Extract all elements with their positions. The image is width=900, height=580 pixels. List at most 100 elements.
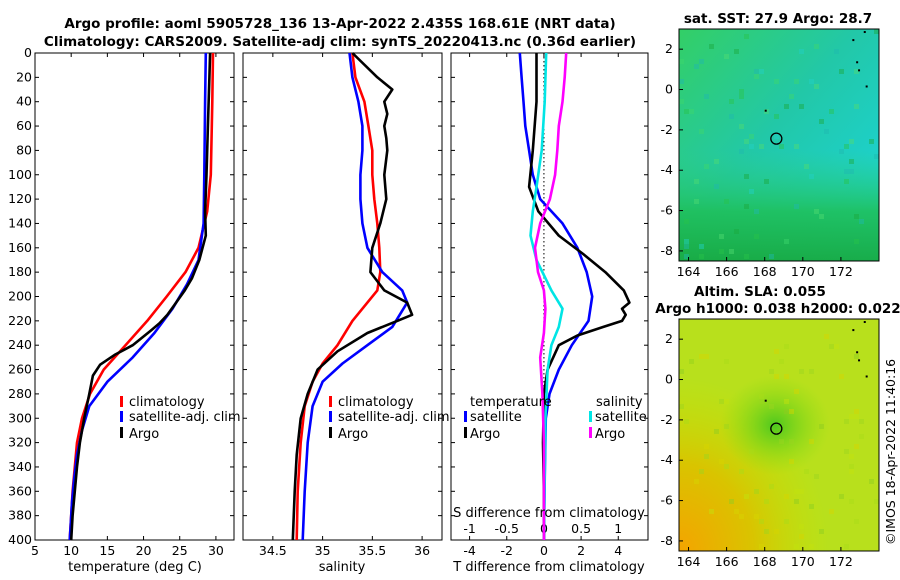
series-line-s-satellite	[529, 52, 564, 541]
map-cell	[749, 449, 754, 454]
legend-label-argo: Argo	[338, 427, 368, 442]
y-tick-label: 0	[24, 45, 32, 60]
difference-axes-box	[450, 52, 649, 541]
map-cell	[799, 489, 804, 494]
series-line-s-argo	[533, 52, 568, 540]
y-tick-label: 280	[8, 386, 32, 401]
map-cell	[769, 484, 774, 489]
x-tick-label: 168	[753, 264, 777, 279]
map-cell	[849, 464, 854, 469]
y-tick-label: 160	[8, 240, 32, 255]
sst-map-panel: sat. SST: 27.9 Argo: 28.7 164 166 168 170 17…	[661, 11, 880, 279]
map-cell	[854, 519, 859, 524]
map-cell	[824, 334, 829, 339]
x2-tick-label: 1	[614, 521, 622, 536]
x-tick-label: 170	[791, 264, 815, 279]
sst-map-title: sat. SST: 27.9 Argo: 28.7	[684, 11, 872, 27]
legend-swatch-satellite	[329, 411, 332, 422]
x-tick-label: -2	[501, 543, 513, 558]
map-cell	[844, 144, 849, 149]
series-line-satellite-adj-clim	[301, 52, 409, 541]
salinity-legend: climatology satellite-adj. clim Argo	[329, 395, 450, 442]
map-cell	[854, 444, 859, 449]
map-cell	[799, 49, 804, 54]
map-cell	[749, 134, 754, 139]
legend-swatch-climatology	[329, 396, 332, 407]
map-cell	[739, 94, 744, 99]
x-tick-label: 20	[136, 543, 152, 558]
x-tick-label: 166	[715, 554, 739, 569]
map-cell	[679, 99, 684, 104]
map-cell	[819, 214, 824, 219]
map-cell	[724, 399, 729, 404]
map-cell	[874, 499, 879, 504]
map-cell	[839, 149, 844, 154]
map-cell	[854, 239, 859, 244]
map-cell	[724, 359, 729, 364]
temperature-axes-box	[34, 52, 235, 541]
x-tick-label: 15	[99, 543, 115, 558]
legend-swatch-climatology	[120, 396, 123, 407]
sla-map-title: Altim. SLA: 0.055	[694, 284, 826, 300]
x2-tick-label: -1	[463, 521, 475, 536]
map-cell	[754, 514, 759, 519]
legend-swatch-t-argo	[464, 427, 467, 438]
map-cell	[694, 199, 699, 204]
legend-swatch-argo	[120, 427, 123, 438]
map-cell	[754, 489, 759, 494]
x-tick-label: 10	[63, 543, 79, 558]
map-cell	[714, 159, 719, 164]
map-cell	[729, 249, 734, 254]
x-tick-label: 164	[677, 264, 701, 279]
map-cell	[819, 529, 824, 534]
map-cell	[854, 104, 859, 109]
map-cell	[699, 129, 704, 134]
figure-subtitle: Climatology: CARS2009. Satellite-adj cli…	[44, 34, 636, 50]
map-cell	[774, 114, 779, 119]
y-tick-label: 2	[665, 331, 673, 346]
map-cell	[859, 219, 864, 224]
map-cell	[774, 134, 779, 139]
y-tick-label: 2	[665, 41, 673, 56]
map-cell	[809, 79, 814, 84]
map-cell	[814, 84, 819, 89]
y-tick-label: -2	[661, 412, 673, 427]
map-cell	[704, 454, 709, 459]
island-dot	[858, 69, 861, 72]
map-cell	[844, 449, 849, 454]
legend-label-s-satellite: satellite	[595, 410, 647, 425]
legend-swatch-t-satellite	[464, 411, 467, 422]
y-tick-label: -8	[661, 243, 674, 258]
map-cell	[794, 204, 799, 209]
map-cell	[759, 394, 764, 399]
map-cell	[754, 209, 759, 214]
map-cell	[679, 59, 684, 64]
map-cell	[799, 524, 804, 529]
legend-label-argo: Argo	[129, 427, 159, 442]
map-cell	[769, 369, 774, 374]
map-cell	[874, 154, 879, 159]
x-tick-label: 35	[315, 543, 331, 558]
map-cell	[684, 244, 689, 249]
y-tick-label: 60	[16, 118, 32, 133]
map-cell	[739, 469, 744, 474]
map-cell	[719, 459, 724, 464]
map-cell	[699, 354, 704, 359]
island-dot	[764, 399, 767, 402]
map-cell	[679, 79, 684, 84]
map-cell	[814, 474, 819, 479]
sla-map-low	[720, 375, 830, 475]
map-cell	[844, 544, 849, 549]
y-tick-label: 200	[8, 289, 32, 304]
map-cell	[699, 244, 704, 249]
map-cell	[714, 184, 719, 189]
island-dot	[852, 329, 855, 332]
salinity-panel: 34.5 35 35.5 36 climatology satellite-adj. …	[242, 52, 450, 575]
map-cell	[754, 74, 759, 79]
difference-x2label: S difference from climatology	[453, 506, 645, 521]
map-cell	[734, 229, 739, 234]
map-cell	[729, 99, 734, 104]
map-cell	[749, 144, 754, 149]
map-cell	[854, 354, 859, 359]
salinity-axes-box	[242, 52, 443, 541]
